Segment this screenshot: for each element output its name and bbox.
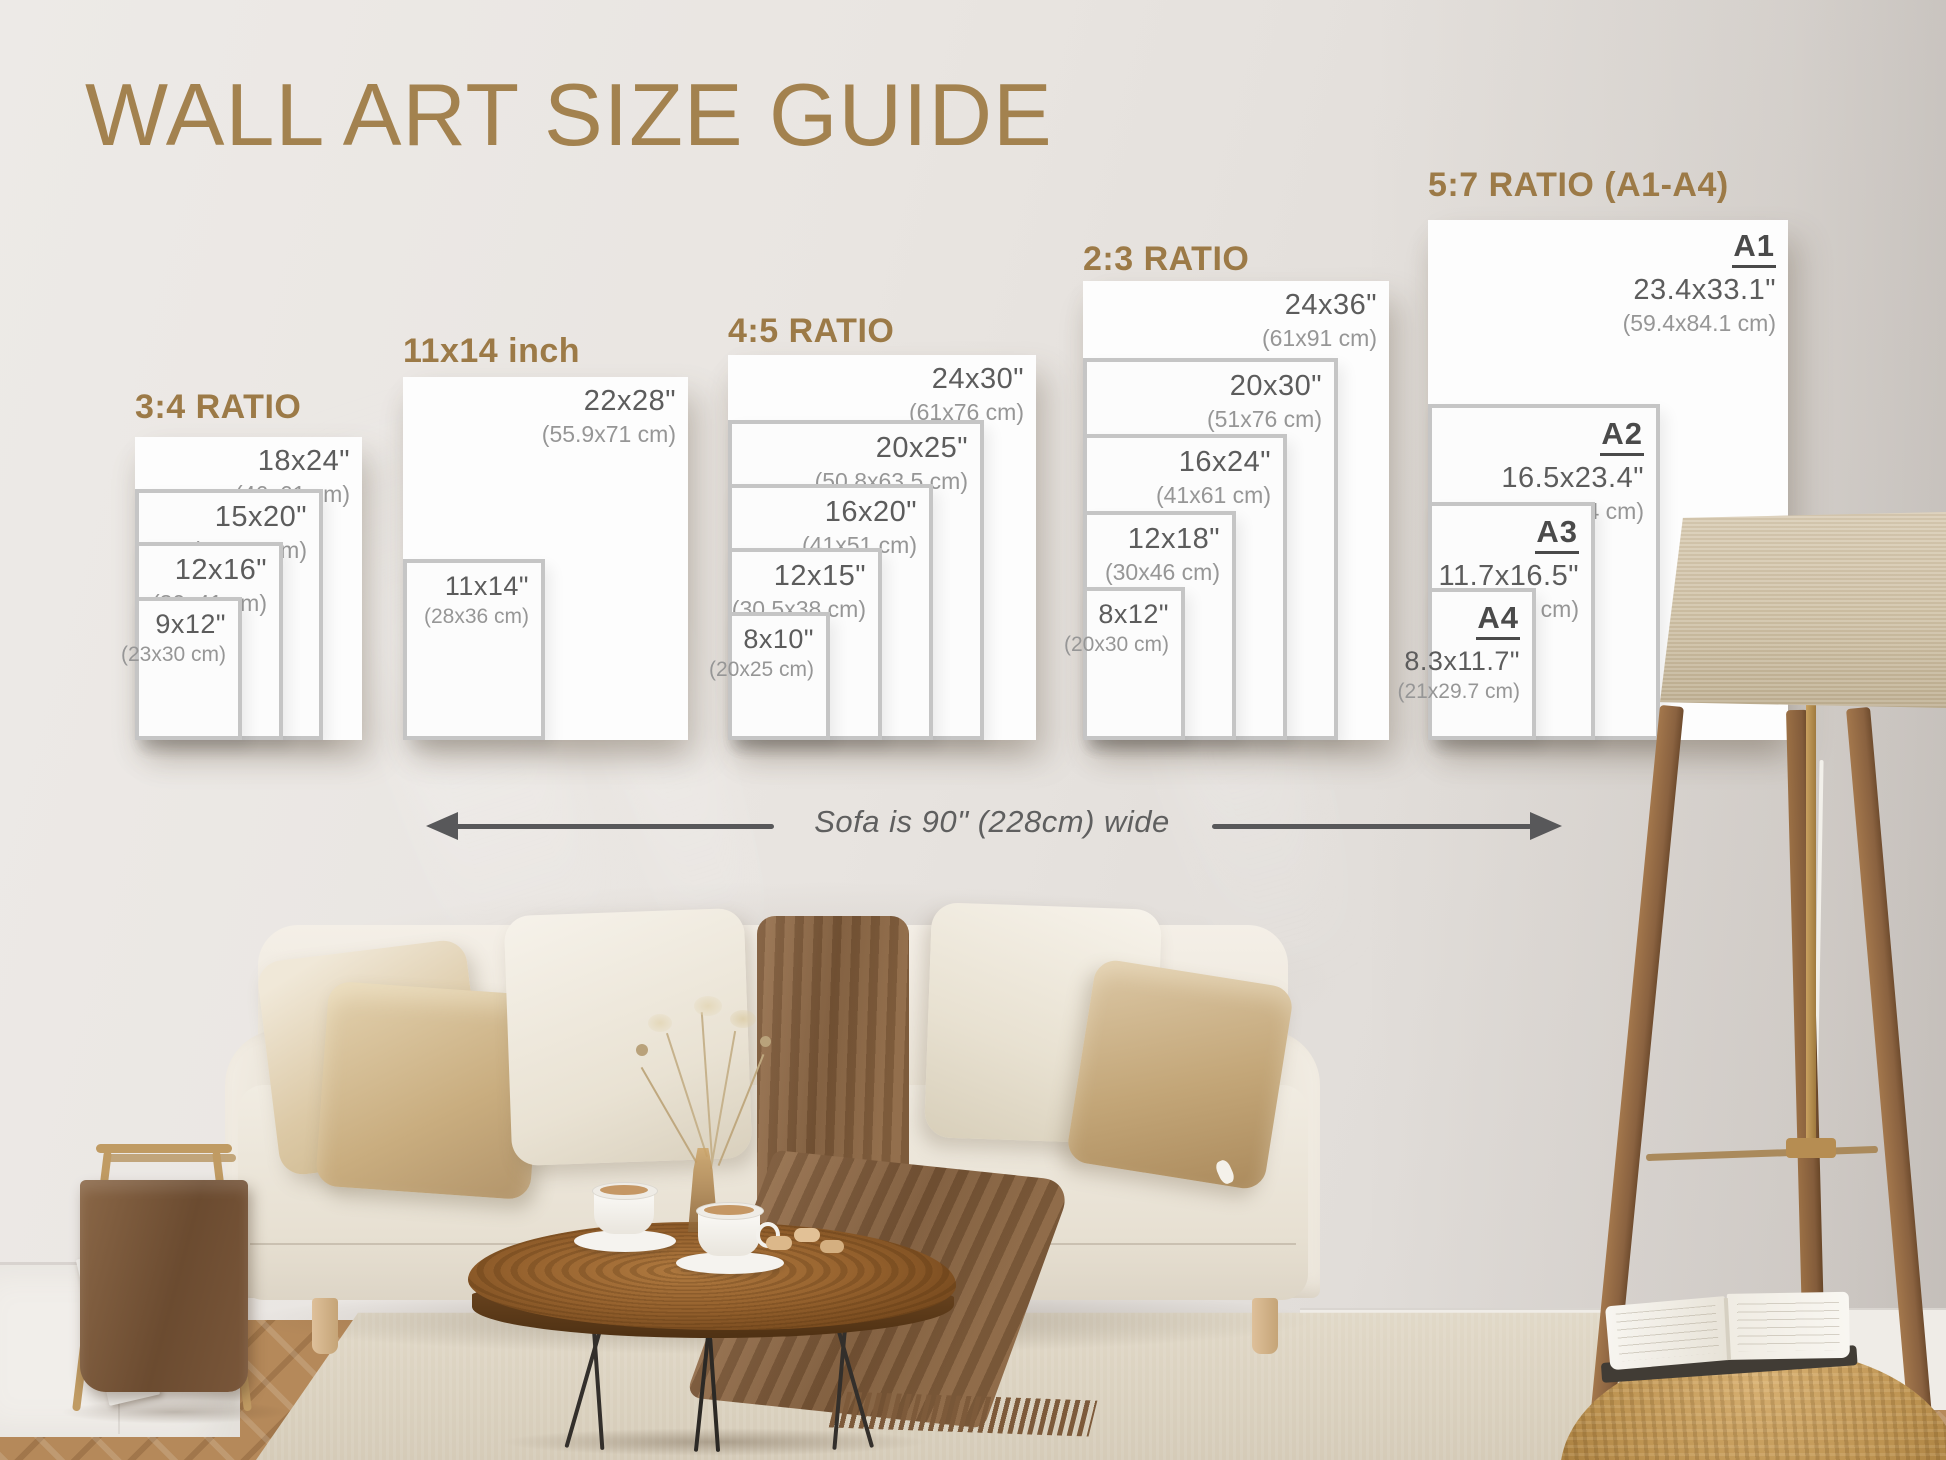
size-cm: (59.4x84.1 cm) [1622, 310, 1776, 336]
size-cm: (41x61 cm) [1155, 482, 1271, 508]
poster-size-label: 12x15" (30.5x38 cm) [732, 560, 866, 623]
poster-11x14: 11x14" (28x36 cm) [403, 559, 545, 740]
size-inches: 23.4x33.1" [1633, 274, 1776, 306]
open-book [1600, 1286, 1858, 1395]
size-inches: 12x15" [773, 560, 866, 592]
sofa-width-note: Sofa is 90" (228cm) wide [814, 804, 1170, 839]
size-inches: 20x30" [1229, 370, 1322, 402]
flower-blossom [648, 1014, 672, 1032]
size-inches: 8x12" [1098, 599, 1169, 629]
size-inches: 11.7x16.5" [1438, 560, 1579, 592]
macaron [820, 1240, 844, 1253]
series-label: A1 [1732, 228, 1776, 268]
magazine-rack-sling [80, 1180, 248, 1392]
saucer [574, 1230, 676, 1252]
series-label: A3 [1535, 514, 1579, 554]
size-cm: (21x29.7 cm) [1397, 680, 1520, 703]
size-cm: (55.9x71 cm) [541, 421, 676, 447]
magazine-rack-handle [96, 1144, 232, 1153]
series-label: A2 [1600, 416, 1644, 456]
arrow-line-left [452, 824, 774, 829]
saucer [676, 1252, 784, 1274]
size-inches: 18x24" [257, 445, 350, 477]
flower-blossom [694, 996, 722, 1016]
macaron [794, 1228, 820, 1242]
lamp-shade [1660, 512, 1946, 708]
poster-size-label: 11x14" (28x36 cm) [424, 571, 529, 629]
poster-size-label: A4 8.3x11.7" (21x29.7 cm) [1397, 600, 1520, 704]
poster-size-label: 9x12" (23x30 cm) [121, 609, 226, 667]
size-inches: 8.3x11.7" [1404, 646, 1520, 676]
lamp-hub [1786, 1138, 1836, 1158]
poster-size-label: 24x30" (61x76 cm) [909, 363, 1024, 426]
size-cm: (28x36 cm) [423, 605, 529, 628]
lamp-shade-texture [1660, 512, 1946, 708]
size-inches: 16x20" [824, 496, 917, 528]
size-inches: 9x12" [155, 609, 226, 639]
flower-seedhead [636, 1044, 648, 1056]
coffee [704, 1205, 754, 1215]
size-inches: 16.5x23.4" [1501, 462, 1644, 494]
arrow-right-icon [1530, 812, 1562, 840]
macaron [766, 1236, 792, 1250]
size-inches: 24x36" [1284, 289, 1377, 321]
group-heading-3-4: 3:4 RATIO [135, 388, 302, 426]
poster-size-label: A1 23.4x33.1" (59.4x84.1 cm) [1623, 228, 1776, 337]
book-page-lines [1615, 1304, 1720, 1362]
series-label: A4 [1476, 600, 1520, 640]
flower-seedhead [760, 1036, 771, 1047]
poster-size-label: 24x36" (61x91 cm) [1262, 289, 1377, 352]
poster-8x12: 8x12" (20x30 cm) [1064, 587, 1185, 740]
arrow-line-right [1212, 824, 1532, 829]
size-cm: (30x46 cm) [1104, 559, 1220, 585]
size-inches: 22x28" [583, 385, 676, 417]
size-cm: (51x76 cm) [1206, 406, 1322, 432]
size-inches: 11x14" [444, 571, 529, 601]
size-cm: (23x30 cm) [120, 643, 226, 666]
size-inches: 16x24" [1178, 446, 1271, 478]
magazine-rack-shadow [60, 1400, 290, 1424]
group-heading-4-5: 4:5 RATIO [728, 312, 895, 350]
size-inches: 12x18" [1127, 523, 1220, 555]
poster-8x10: 8x10" (20x25 cm) [709, 612, 830, 740]
size-inches: 15x20" [214, 501, 307, 533]
size-cm: (20x30 cm) [1063, 633, 1169, 656]
pillow-beige-right [1065, 957, 1295, 1192]
size-inches: 12x16" [174, 554, 267, 586]
poster-size-label: 8x10" (20x25 cm) [709, 624, 814, 682]
sofa-leg [312, 1298, 338, 1354]
size-inches: 20x25" [875, 432, 968, 464]
coffee [600, 1185, 648, 1195]
size-inches: 24x30" [931, 363, 1024, 395]
poster-size-label: 22x28" (55.9x71 cm) [542, 385, 676, 448]
flower-blossom [730, 1010, 756, 1028]
poster-size-label: 8x12" (20x30 cm) [1064, 599, 1169, 657]
size-inches: 8x10" [743, 624, 814, 654]
group-heading-11x14: 11x14 inch [403, 332, 581, 370]
size-cm: (61x91 cm) [1261, 325, 1377, 351]
poster-a4: A4 8.3x11.7" (21x29.7 cm) [1397, 588, 1536, 740]
size-cm: (20x25 cm) [708, 658, 814, 681]
book-page-lines [1736, 1299, 1840, 1352]
poster-size-label: 16x24" (41x61 cm) [1156, 446, 1271, 509]
lamp-stem [1806, 700, 1816, 1150]
magazine-rack-handle [106, 1154, 236, 1162]
page-title: WALL ART SIZE GUIDE [85, 65, 1053, 164]
pillow-white-middle [503, 907, 753, 1167]
poster-size-label: 20x30" (51x76 cm) [1207, 370, 1322, 433]
poster-9x12: 9x12" (23x30 cm) [121, 597, 242, 740]
sofa-leg [1252, 1298, 1278, 1354]
group-heading-5-7: 5:7 RATIO (A1-A4) [1428, 166, 1729, 204]
group-heading-2-3: 2:3 RATIO [1083, 240, 1250, 278]
poster-size-label: 12x18" (30x46 cm) [1105, 523, 1220, 586]
